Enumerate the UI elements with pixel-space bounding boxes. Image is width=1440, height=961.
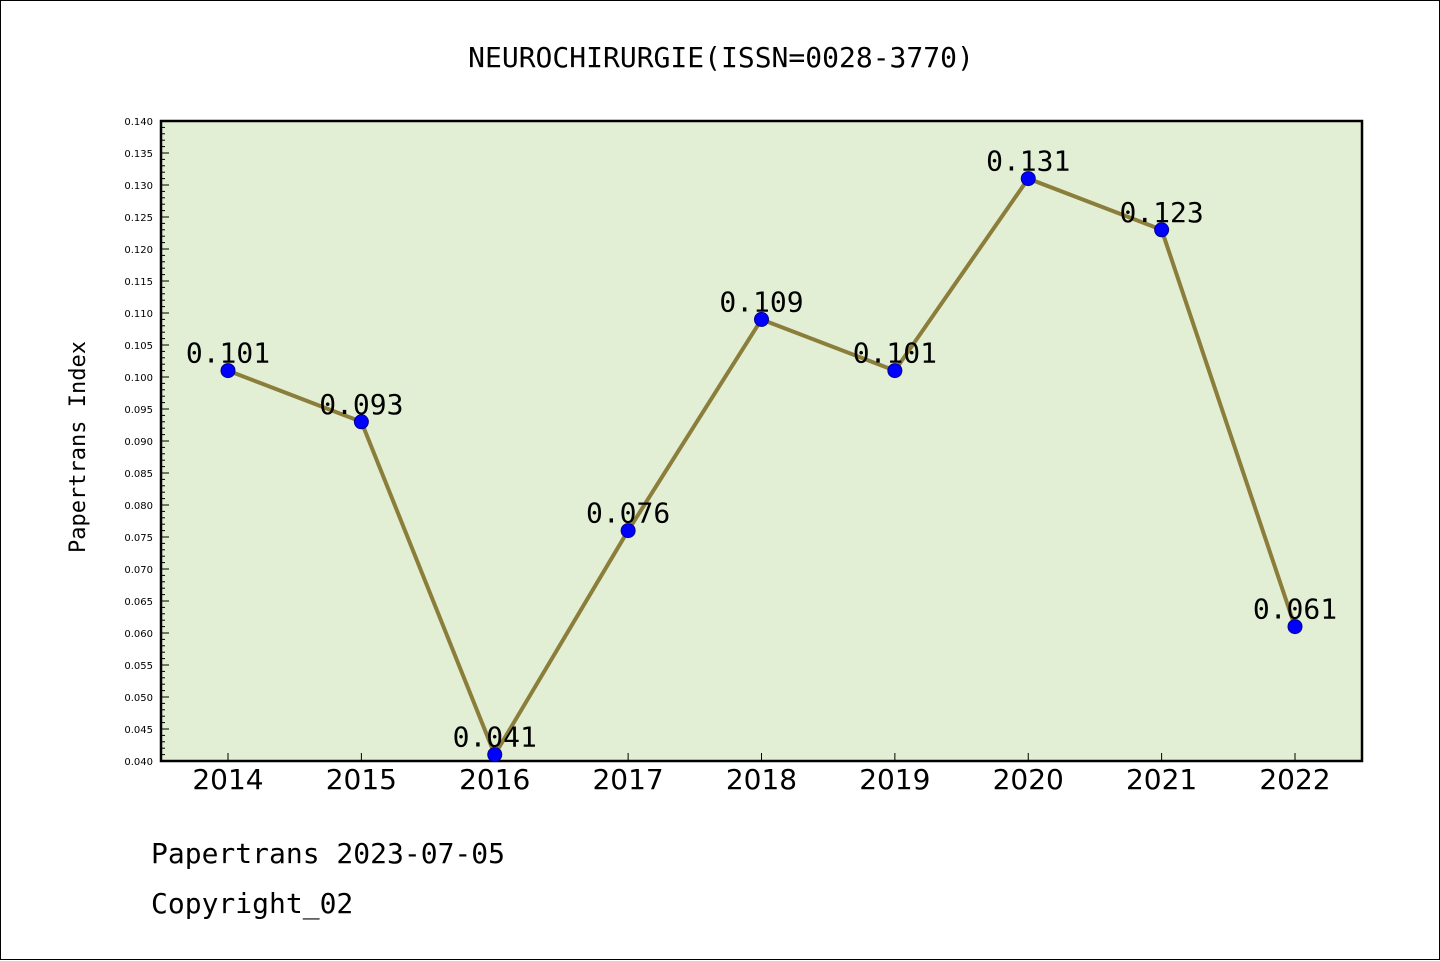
data-label: 0.101	[186, 337, 270, 370]
x-tick-label: 2022	[1259, 763, 1330, 796]
y-tick-label: 0.045	[124, 725, 153, 736]
x-tick-label: 2019	[859, 763, 930, 796]
y-tick-label: 0.140	[124, 117, 153, 128]
x-tick-label: 2020	[993, 763, 1064, 796]
x-tick-label: 2015	[326, 763, 397, 796]
x-axis-ticks: 2014 2015 2016 2017 2018 2019 2020 2021 2022	[192, 753, 1331, 796]
x-tick-label: 2014	[192, 763, 263, 796]
y-tick-label: 0.095	[124, 405, 153, 416]
data-point-marker	[754, 311, 769, 327]
y-axis-label: Papertrans Index	[66, 341, 91, 553]
x-tick-label: 2016	[459, 763, 530, 796]
data-label: 0.109	[719, 285, 803, 318]
y-tick-label: 0.100	[124, 373, 153, 384]
y-tick-label: 0.090	[124, 437, 153, 448]
series-markers	[220, 171, 1303, 763]
data-label: 0.041	[453, 721, 537, 754]
y-tick-label: 0.105	[124, 341, 153, 352]
data-point-marker	[1154, 222, 1170, 238]
data-label: 0.061	[1253, 593, 1337, 626]
data-label: 0.131	[986, 145, 1070, 178]
data-point-marker	[1020, 171, 1036, 187]
y-tick-label: 0.120	[124, 245, 153, 256]
x-tick-label: 2018	[726, 763, 797, 796]
y-tick-label: 0.080	[124, 501, 153, 512]
data-labels: 0.101 0.093 0.041 0.076 0.109 0.101 0.131 0.123…	[186, 145, 1337, 754]
x-tick-label: 2017	[592, 763, 663, 796]
footer-date: Papertrans 2023-07-05	[151, 837, 506, 870]
data-label: 0.123	[1119, 196, 1203, 229]
data-point-marker	[220, 363, 236, 379]
data-label: 0.101	[853, 337, 937, 370]
y-tick-label: 0.065	[124, 597, 153, 608]
y-tick-label: 0.130	[124, 181, 153, 192]
x-tick-label: 2021	[1126, 763, 1197, 796]
y-tick-label: 0.110	[124, 309, 153, 320]
y-axis-ticks: 0.040 0.045 0.050 0.055 0.060 0.065 0.070 0.075…	[124, 117, 169, 768]
y-tick-label: 0.115	[124, 277, 153, 288]
data-point-marker	[353, 414, 369, 430]
data-point-marker	[487, 747, 503, 763]
data-point-marker	[1287, 619, 1303, 635]
data-point-marker	[887, 363, 903, 379]
y-tick-label: 0.085	[124, 469, 153, 480]
data-label: 0.093	[319, 388, 403, 421]
y-tick-label: 0.070	[124, 565, 153, 576]
chart-title: NEUROCHIRURGIE(ISSN=0028-3770)	[468, 41, 974, 74]
y-tick-label: 0.075	[124, 533, 153, 544]
y-tick-label: 0.040	[124, 757, 153, 768]
data-point-marker	[620, 523, 636, 539]
y-tick-label: 0.055	[124, 661, 153, 672]
y-tick-label: 0.050	[124, 693, 153, 704]
y-tick-label: 0.060	[124, 629, 153, 640]
y-tick-label: 0.135	[124, 149, 153, 160]
y-tick-label: 0.125	[124, 213, 153, 224]
data-label: 0.076	[586, 497, 670, 530]
footer-copyright: Copyright_02	[151, 887, 354, 920]
